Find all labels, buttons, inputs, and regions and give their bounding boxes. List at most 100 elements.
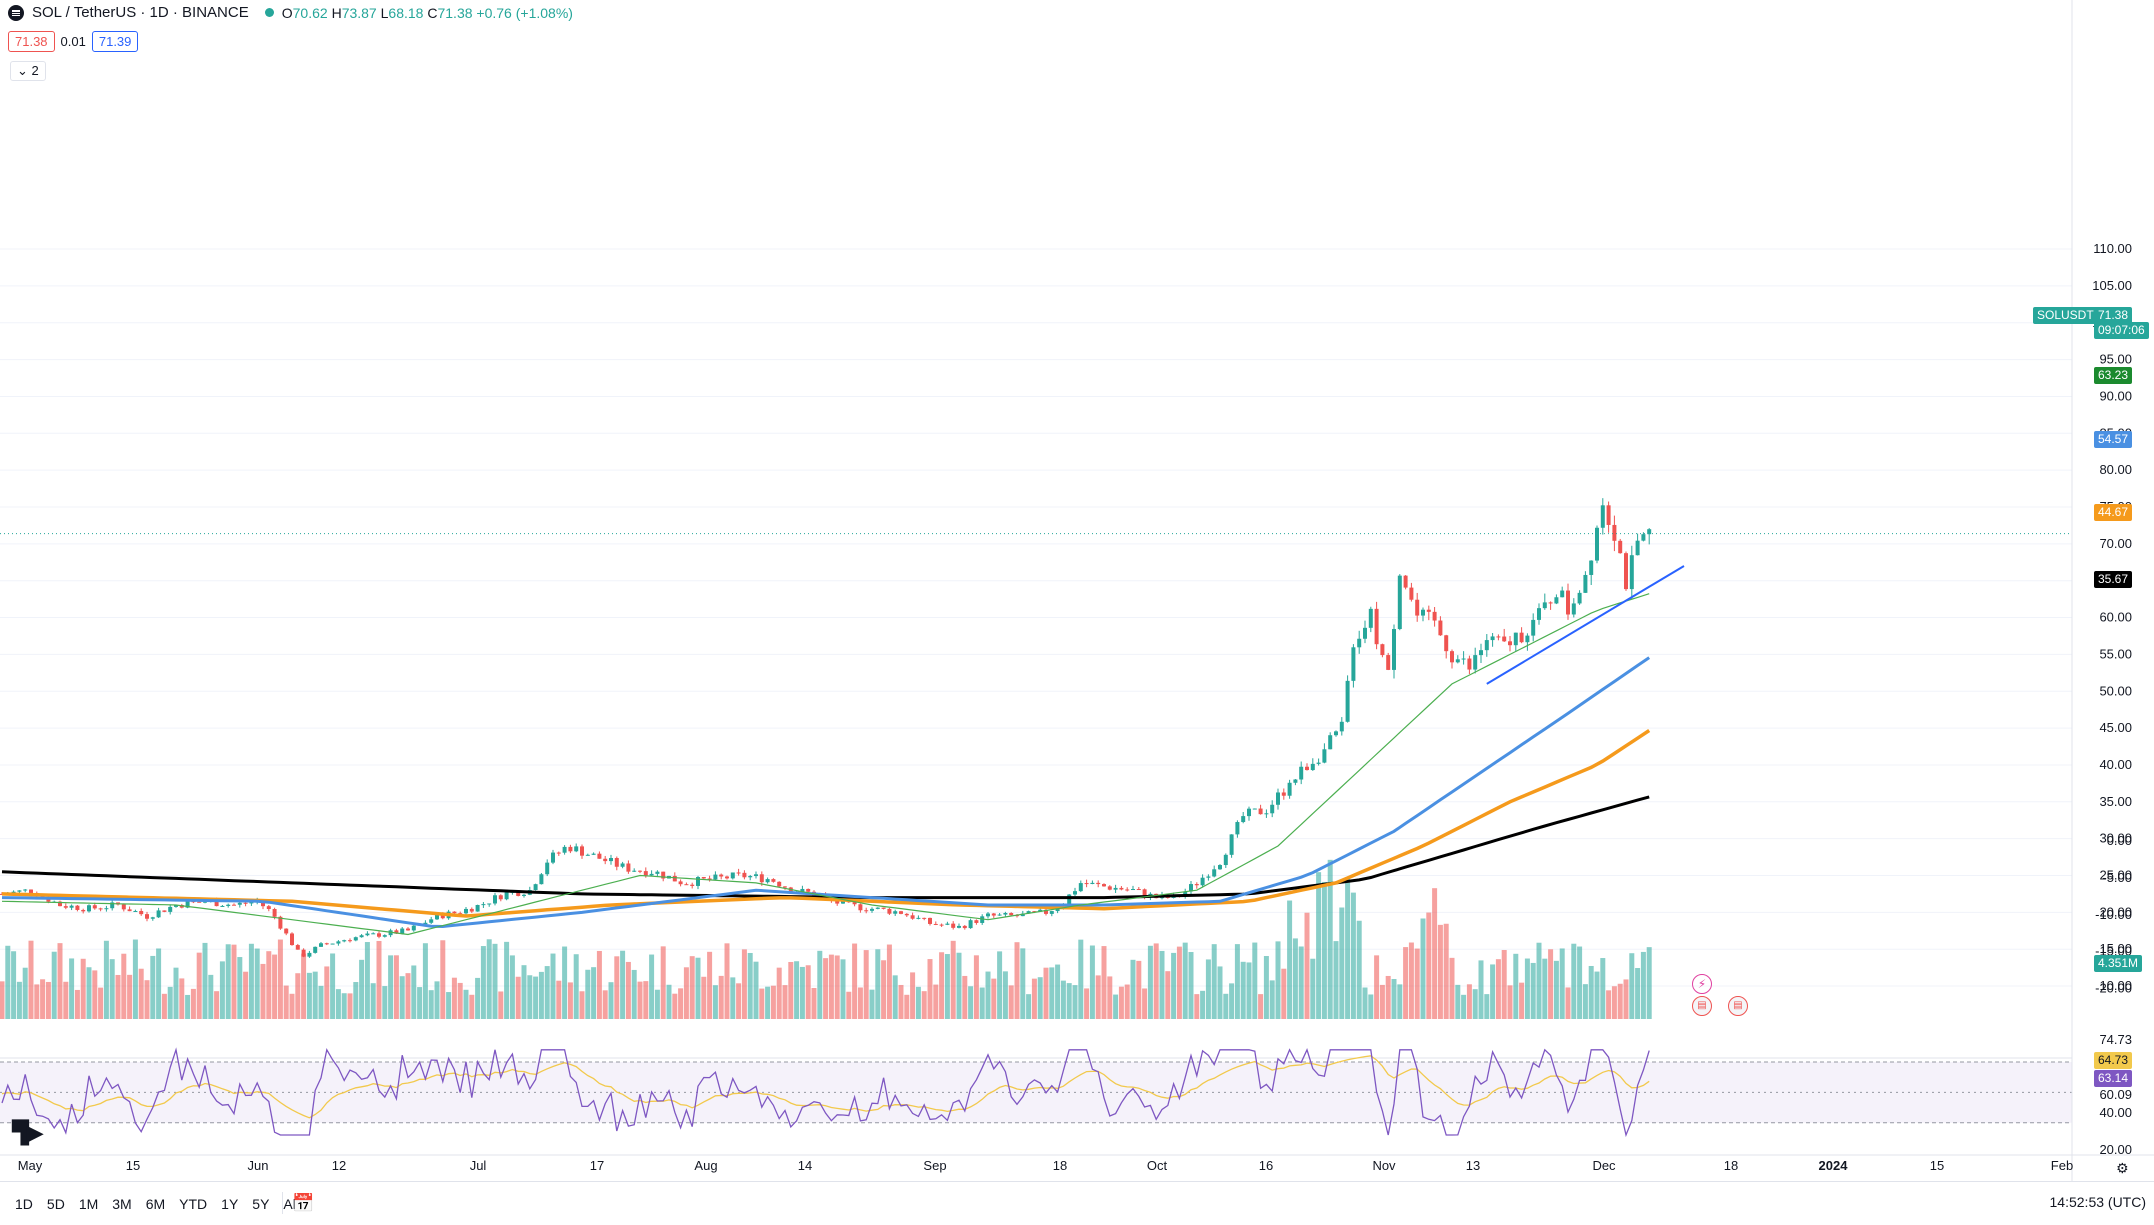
volume-bar <box>1060 980 1066 1019</box>
volume-bar <box>1159 950 1165 1019</box>
tf-6m[interactable]: 6M <box>145 1196 166 1212</box>
candle-body <box>1107 886 1112 890</box>
volume-bar <box>121 953 127 1019</box>
buy-button[interactable]: 71.39 <box>91 31 139 52</box>
event-flag-us-icon[interactable]: ▤ <box>1692 996 1712 1016</box>
candle-body <box>1392 629 1396 670</box>
time-axis-label: Feb <box>2051 1158 2073 1173</box>
candle-body <box>1073 891 1077 895</box>
candle-body <box>545 862 550 875</box>
volume-bar <box>567 982 573 1019</box>
last-price-badge: 71.38 <box>2094 307 2133 324</box>
volume-bar <box>370 983 376 1019</box>
indicators-toggle[interactable]: ⌄ 2 <box>10 61 46 81</box>
volume-bar <box>1310 958 1316 1019</box>
event-flag-us-icon-2[interactable]: ▤ <box>1728 996 1748 1016</box>
volume-bar <box>1513 953 1519 1019</box>
candle-body <box>1142 889 1147 897</box>
tf-ytd[interactable]: YTD <box>179 1196 208 1212</box>
candle-body <box>1055 908 1060 912</box>
volume-bar <box>823 958 829 1019</box>
price-axis-label: -10.00 <box>2095 907 2132 922</box>
volume-bar <box>150 955 156 1019</box>
candle-body <box>1194 884 1199 886</box>
volume-bar <box>1490 964 1496 1019</box>
candle-body <box>1409 587 1414 600</box>
time-axis-label: Jul <box>470 1158 487 1173</box>
volume-bar <box>1008 985 1014 1019</box>
volume-bar <box>0 981 5 1019</box>
price-axis-label: 105.00 <box>2092 278 2132 293</box>
volume-bar <box>1113 994 1119 1019</box>
volume-bar <box>602 990 608 1019</box>
candle-body <box>522 894 526 896</box>
tf-all[interactable]: All <box>283 1196 299 1212</box>
volume-bar <box>1142 988 1148 1019</box>
candle-body <box>1003 912 1008 915</box>
candle-body <box>1647 529 1652 535</box>
volume-bar <box>1211 944 1217 1019</box>
change-value: +0.76 (+1.08%) <box>476 4 573 21</box>
candle-body <box>481 904 486 906</box>
candle-body <box>875 907 880 909</box>
candle-body <box>110 902 115 909</box>
tf-5d[interactable]: 5D <box>46 1196 65 1212</box>
volume-bar <box>1194 994 1200 1019</box>
volume-bar <box>881 960 887 1019</box>
candle-body <box>1339 721 1344 732</box>
volume-bar <box>1385 975 1391 1019</box>
tf-5y[interactable]: 5Y <box>252 1196 270 1212</box>
volume-bar <box>915 986 921 1019</box>
calendar-icon[interactable]: 📅 <box>292 1193 315 1213</box>
settings-gear-icon[interactable]: ⚙ <box>2116 1160 2129 1176</box>
candle-body <box>951 923 956 928</box>
candle-body <box>968 920 973 929</box>
time-axis-label: 13 <box>1466 1158 1480 1173</box>
symbol-legend[interactable]: SOL / TetherUS · 1D · BINANCE O70.62 H73… <box>8 4 573 21</box>
volume-bar <box>1588 965 1594 1019</box>
volume-bar <box>991 978 997 1019</box>
volume-bar <box>1524 958 1530 1019</box>
candle-body <box>672 875 677 882</box>
candle-body <box>1189 884 1193 892</box>
candle-body <box>469 908 474 912</box>
candle-body <box>1444 635 1449 652</box>
tf-3m[interactable]: 3M <box>112 1196 132 1212</box>
candle-body <box>394 930 399 934</box>
volume-bar <box>875 949 881 1019</box>
symbol-title[interactable]: SOL / TetherUS · 1D · BINANCE <box>32 4 249 21</box>
tradingview-logo-icon: ▜▶ <box>12 1120 44 1145</box>
event-lightning-icon[interactable]: ⚡ <box>1692 974 1712 994</box>
volume-bar <box>834 955 840 1019</box>
tf-1y[interactable]: 1Y <box>221 1196 239 1212</box>
candle-body <box>1479 650 1483 656</box>
time-axis-label: Jun <box>248 1158 269 1173</box>
volume-bar <box>277 939 283 1019</box>
volume-bar <box>1084 988 1090 1019</box>
volume-bar <box>753 961 759 1019</box>
tf-1d[interactable]: 1D <box>15 1196 33 1212</box>
volume-bar <box>573 954 579 1019</box>
sell-button[interactable]: 71.38 <box>8 31 55 52</box>
utc-clock[interactable]: 14:52:53 (UTC) <box>2049 1194 2146 1210</box>
candle-body <box>75 905 80 910</box>
candle-body <box>1299 766 1304 780</box>
candle-body <box>139 910 144 915</box>
volume-bar <box>527 975 533 1019</box>
volume-bar <box>1542 958 1548 1019</box>
volume-bar <box>933 984 939 1019</box>
volume-bar <box>1640 951 1646 1019</box>
volume-bar <box>944 954 950 1019</box>
candle-body <box>1316 762 1321 764</box>
candle-body <box>1386 655 1391 670</box>
time-axis-label: Oct <box>1147 1158 1168 1173</box>
price-axis-label: 70.00 <box>2099 536 2132 551</box>
candle-body <box>690 884 695 886</box>
volume-bar <box>451 977 457 1019</box>
tf-1m[interactable]: 1M <box>78 1196 99 1212</box>
candle-body <box>1403 575 1408 588</box>
volume-bar <box>741 949 747 1019</box>
candle-body <box>771 879 776 882</box>
volume-bar <box>898 984 904 1019</box>
